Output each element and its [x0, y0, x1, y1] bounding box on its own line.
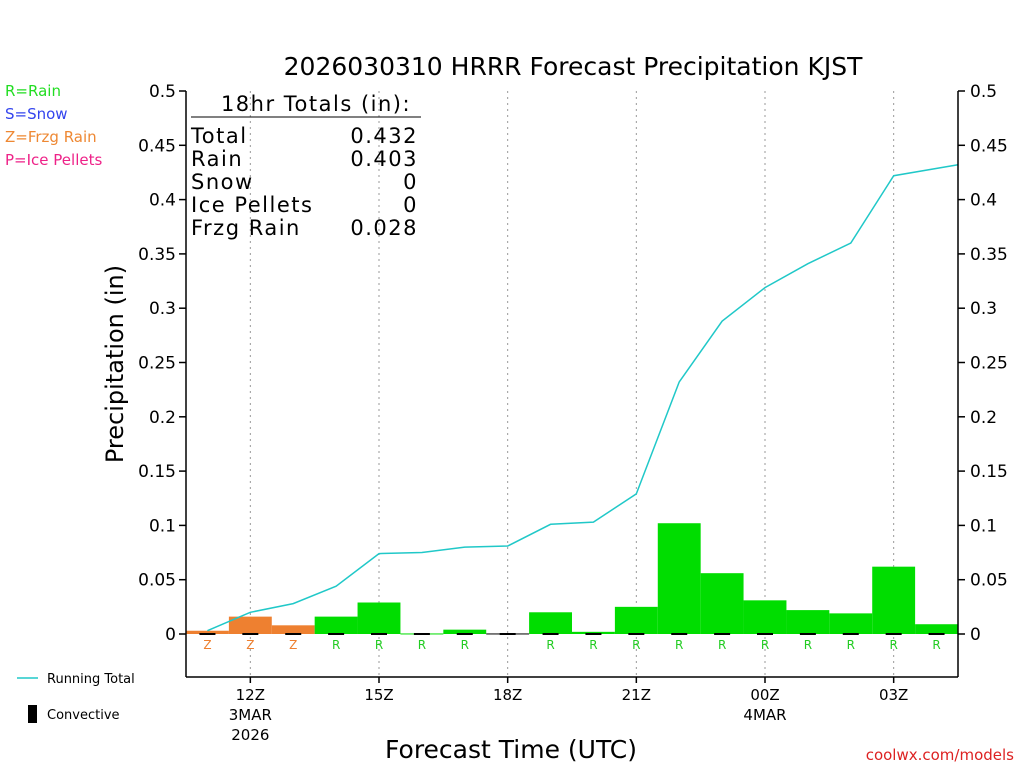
- y-tick-label-right: 0.1: [970, 516, 997, 536]
- totals-row-value: 0.403: [350, 147, 418, 171]
- totals-row-value: 0.432: [350, 124, 418, 148]
- y-tick-label-right: 0.2: [970, 408, 997, 428]
- bar-11: [186, 630, 229, 634]
- x-tick-date: 3MAR: [229, 706, 272, 724]
- x-tick-label: 21Z: [622, 686, 651, 704]
- x-tick-year: 2026: [231, 726, 269, 744]
- grid-lines: [249, 91, 895, 677]
- precip-type-label-15: R: [375, 638, 383, 652]
- bar-12: [228, 616, 272, 634]
- totals-row-label: Frzg Rain: [191, 216, 301, 240]
- precip-type-label-13: Z: [289, 638, 297, 652]
- y-tick-label-left: 0: [165, 625, 176, 645]
- type-legend-item: R=Rain: [5, 82, 61, 100]
- axes: [185, 91, 959, 678]
- bar-17: [443, 629, 487, 634]
- y-tick-label-left: 0.45: [138, 136, 176, 156]
- y-tick-label-right: 0: [970, 625, 981, 645]
- bar-15: [357, 602, 401, 634]
- y-axis-label: Precipitation (in): [101, 265, 129, 463]
- totals-row-label: Ice Pellets: [191, 193, 313, 217]
- precip-type-label-28: R: [932, 638, 940, 652]
- y-tick-label-left: 0.3: [149, 299, 176, 319]
- y-tick-label-right: 0.25: [970, 354, 1008, 374]
- credit-text: coolwx.com/models: [866, 746, 1014, 764]
- totals-row-label: Snow: [191, 170, 254, 194]
- totals-row-label: Total: [190, 124, 248, 148]
- y-tick-label-left: 0.2: [149, 408, 176, 428]
- convective-legend-label: Convective: [47, 708, 120, 723]
- x-tick-label: 03Z: [879, 686, 908, 704]
- bar-series: [186, 523, 958, 635]
- y-tick-label-left: 0.1: [149, 516, 176, 536]
- y-tick-label-left: 0.25: [138, 354, 176, 374]
- x-tick-label: 18Z: [493, 686, 522, 704]
- precip-type-label-16: R: [418, 638, 426, 652]
- precip-type-label-27: R: [889, 638, 897, 652]
- type-legend-item: S=Snow: [5, 105, 68, 123]
- type-legend-item: Z=Frzg Rain: [5, 128, 97, 146]
- precip-type-label-22: R: [675, 638, 683, 652]
- y-tick-label-right: 0.3: [970, 299, 997, 319]
- x-tick-labels: 12Z 3MAR 2026 15Z 18Z 21Z 00Z 4MAR 03Z: [229, 677, 908, 744]
- totals-header: 18hr Totals (in):: [221, 92, 411, 116]
- bar-23: [700, 573, 744, 634]
- x-axis-label: Forecast Time (UTC): [385, 735, 637, 764]
- bar-22: [657, 523, 701, 634]
- y-tick-label-left: 0.4: [149, 191, 176, 211]
- bar-28: [915, 624, 958, 634]
- type-legend: R=Rain S=Snow Z=Frzg Rain P=Ice Pellets: [5, 82, 102, 169]
- totals-row-value: 0: [403, 193, 418, 217]
- totals-row-value: 0.028: [350, 216, 418, 240]
- bottom-legend: Running Total Convective: [17, 672, 135, 723]
- precip-type-label-11: Z: [203, 638, 211, 652]
- precip-type-label-25: R: [804, 638, 812, 652]
- bar-13: [271, 625, 315, 634]
- y-tick-label-left: 0.5: [149, 82, 176, 102]
- y-tick-label-right: 0.45: [970, 136, 1008, 156]
- bar-26: [829, 613, 873, 634]
- y-tick-label-right: 0.5: [970, 82, 997, 102]
- y-tick-label-left: 0.05: [138, 571, 176, 591]
- bar-20: [572, 631, 615, 634]
- precip-type-label-17: R: [461, 638, 469, 652]
- totals-row-value: 0: [403, 170, 418, 194]
- bar-19: [529, 612, 572, 634]
- precip-type-label-20: R: [589, 638, 597, 652]
- y-tick-label-right: 0.4: [970, 191, 997, 211]
- precip-type-label-14: R: [332, 638, 340, 652]
- running-total-legend-label: Running Total: [47, 672, 135, 687]
- y-tick-label-left: 0.15: [138, 462, 176, 482]
- y-tick-label-left: 0.35: [138, 245, 176, 265]
- totals-box: 18hr Totals (in): Total 0.432 Rain 0.403 Snow…: [190, 92, 421, 240]
- y-tick-label-right: 0.15: [970, 462, 1008, 482]
- running-total-series: [207, 164, 959, 632]
- bar-14: [314, 616, 358, 634]
- x-tick-label: 12Z: [236, 686, 265, 704]
- x-tick-label: 00Z: [750, 686, 779, 704]
- y-tick-label-right: 0.05: [970, 571, 1008, 591]
- precip-type-label-24: R: [761, 638, 769, 652]
- bar-21: [614, 606, 658, 634]
- bar-27: [872, 566, 916, 634]
- bar-25: [786, 610, 830, 634]
- x-tick-date: 4MAR: [743, 706, 786, 724]
- chart-title: 2026030310 HRRR Forecast Precipitation K…: [284, 52, 863, 81]
- precip-type-label-19: R: [546, 638, 554, 652]
- precip-type-label-23: R: [718, 638, 726, 652]
- precip-type-label-26: R: [847, 638, 855, 652]
- bar-24: [743, 600, 787, 634]
- x-tick-label: 15Z: [364, 686, 393, 704]
- y-tick-label-right: 0.35: [970, 245, 1008, 265]
- running-total-line: [207, 164, 959, 632]
- precip-type-label-12: Z: [246, 638, 254, 652]
- precip-type-label-21: R: [632, 638, 640, 652]
- y-tick-labels: 0 00.05 0.050.1 0.10.15 0.150.2 0.20.25 0.250.…: [138, 82, 1008, 645]
- convective-legend-swatch: [28, 705, 37, 723]
- type-legend-item: P=Ice Pellets: [5, 151, 102, 169]
- totals-row-label: Rain: [191, 147, 243, 171]
